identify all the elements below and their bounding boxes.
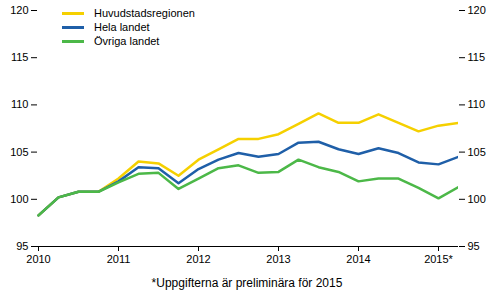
html-text:Hela landet: Hela landet	[94, 21, 150, 33]
svg-text:120: 120	[10, 4, 28, 16]
svg-text:2011: 2011	[107, 253, 131, 265]
svg-text:2015*: 2015*	[424, 253, 453, 265]
svg-text:95: 95	[16, 240, 28, 252]
svg-text:110: 110	[468, 98, 486, 110]
svg-text:100: 100	[468, 193, 486, 205]
svg-text:105: 105	[468, 146, 486, 158]
svg-text:100: 100	[10, 193, 28, 205]
svg-text:2012: 2012	[186, 253, 210, 265]
html-text:*Uppgifterna är preliminära fö: *Uppgifterna är preliminära för 2015	[151, 276, 343, 290]
svg-text:120: 120	[468, 4, 486, 16]
svg-text:2010: 2010	[26, 253, 50, 265]
svg-text:2013: 2013	[266, 253, 290, 265]
svg-text:95: 95	[468, 240, 480, 252]
html-text:Övriga landet: Övriga landet	[94, 35, 160, 47]
svg-text:110: 110	[11, 98, 29, 110]
svg-text:2014: 2014	[346, 253, 370, 265]
svg-text:105: 105	[10, 146, 28, 158]
svg-text:115: 115	[11, 51, 29, 63]
html-text:Huvudstadsregionen: Huvudstadsregionen	[94, 7, 195, 19]
svg-text:115: 115	[468, 51, 486, 63]
